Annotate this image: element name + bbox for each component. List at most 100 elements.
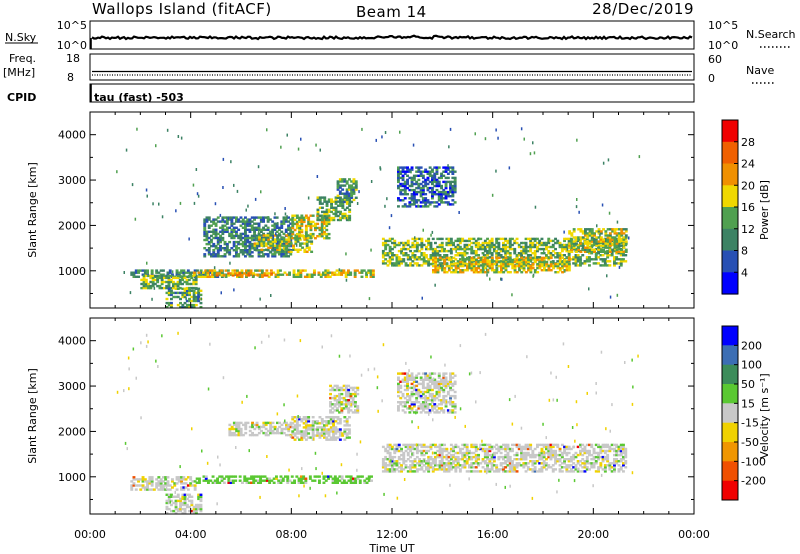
echo-cell bbox=[214, 244, 218, 248]
echo-cell bbox=[228, 232, 232, 236]
echo-cell bbox=[282, 242, 286, 246]
echo-cell bbox=[445, 464, 449, 467]
echo-cell bbox=[155, 486, 159, 489]
echo-cell bbox=[352, 479, 355, 482]
echo-cell bbox=[327, 416, 331, 419]
echo-cell bbox=[590, 458, 594, 461]
echo-cell bbox=[436, 254, 440, 257]
echo-cell bbox=[608, 449, 612, 453]
echo-cell bbox=[406, 182, 409, 186]
echo-cell bbox=[617, 252, 621, 255]
echo-cell bbox=[418, 468, 422, 471]
echo-cell bbox=[274, 244, 277, 247]
echo-cell bbox=[419, 166, 423, 169]
echo-cell bbox=[192, 183, 195, 187]
echo-cell bbox=[255, 244, 259, 247]
echo-cell bbox=[386, 239, 390, 243]
echo-cell bbox=[276, 275, 280, 278]
echo-cell bbox=[437, 195, 441, 198]
echo-cell bbox=[558, 252, 562, 255]
echo-cell bbox=[239, 224, 243, 227]
echo-cell bbox=[336, 436, 340, 439]
echo-cell bbox=[617, 453, 621, 457]
echo-cell bbox=[477, 266, 481, 270]
echo-cell bbox=[192, 507, 196, 511]
echo-cell bbox=[486, 447, 489, 451]
echo-cell bbox=[210, 240, 213, 244]
echo-cell bbox=[533, 254, 537, 257]
echo-cell bbox=[431, 195, 434, 198]
echo-cell bbox=[583, 262, 587, 265]
echo-cell bbox=[286, 479, 290, 482]
echo-cell bbox=[569, 460, 573, 463]
echo-cell bbox=[319, 148, 321, 152]
echo-cell bbox=[338, 180, 342, 183]
echo-cell bbox=[144, 286, 148, 290]
echo-cell bbox=[572, 236, 576, 239]
echo-cell bbox=[220, 291, 222, 295]
echo-cell bbox=[284, 216, 288, 219]
echo-cell bbox=[513, 258, 517, 261]
echo-cell bbox=[444, 195, 448, 198]
echo-cell bbox=[472, 241, 476, 245]
echo-cell bbox=[500, 266, 503, 270]
echo-cell bbox=[188, 237, 190, 241]
echo-cell bbox=[397, 470, 401, 473]
echo-cell bbox=[336, 186, 340, 189]
echo-cell bbox=[255, 222, 259, 225]
echo-cell bbox=[588, 230, 592, 233]
echo-cell bbox=[145, 188, 148, 192]
echo-cell bbox=[624, 243, 628, 247]
echo-cell bbox=[185, 497, 189, 501]
echo-cell bbox=[533, 466, 537, 469]
echo-cell bbox=[298, 216, 301, 219]
echo-cell bbox=[549, 443, 553, 447]
echo-cell bbox=[466, 266, 469, 270]
echo-cell bbox=[554, 264, 558, 268]
echo-cell bbox=[149, 274, 153, 278]
echo-cell bbox=[606, 458, 610, 461]
echo-cell bbox=[613, 238, 617, 241]
echo-cell bbox=[360, 275, 364, 278]
echo-cell bbox=[577, 236, 581, 239]
echo-cell bbox=[331, 407, 335, 410]
echo-cell bbox=[230, 232, 234, 236]
echo-cell bbox=[468, 256, 471, 259]
echo-cell bbox=[445, 455, 449, 459]
echo-cell bbox=[216, 240, 220, 244]
echo-cell bbox=[549, 254, 553, 257]
echo-cell bbox=[495, 464, 499, 467]
echo-cell bbox=[579, 464, 582, 467]
echo-cell bbox=[495, 466, 499, 469]
echo-cell bbox=[446, 166, 450, 169]
echo-cell bbox=[483, 453, 487, 457]
echo-cell bbox=[599, 449, 603, 453]
echo-cell bbox=[329, 411, 332, 414]
echo-cell bbox=[250, 220, 254, 223]
echo-cell bbox=[455, 249, 457, 253]
echo-cell bbox=[504, 252, 508, 255]
echo-cell bbox=[297, 477, 301, 480]
echo-cell bbox=[330, 206, 333, 209]
echo-cell bbox=[602, 161, 605, 165]
echo-cell bbox=[412, 182, 416, 186]
echo-cell bbox=[345, 188, 349, 191]
echo-cell bbox=[424, 193, 428, 196]
echo-cell bbox=[440, 258, 444, 261]
echo-cell bbox=[443, 262, 447, 266]
echo-cell bbox=[240, 275, 244, 278]
echo-cell bbox=[425, 462, 428, 465]
echo-cell bbox=[520, 453, 523, 457]
echo-cell bbox=[159, 482, 163, 485]
echo-cell bbox=[413, 243, 417, 247]
echo-cell bbox=[251, 433, 254, 437]
echo-cell bbox=[388, 464, 392, 467]
echo-cell bbox=[263, 274, 267, 277]
echo-cell bbox=[273, 431, 277, 435]
echo-cell bbox=[223, 255, 227, 258]
echo-cell bbox=[549, 447, 553, 451]
echo-cell bbox=[415, 264, 419, 267]
echo-cell bbox=[440, 443, 444, 447]
echo-cell bbox=[468, 239, 471, 243]
echo-cell bbox=[513, 269, 517, 272]
